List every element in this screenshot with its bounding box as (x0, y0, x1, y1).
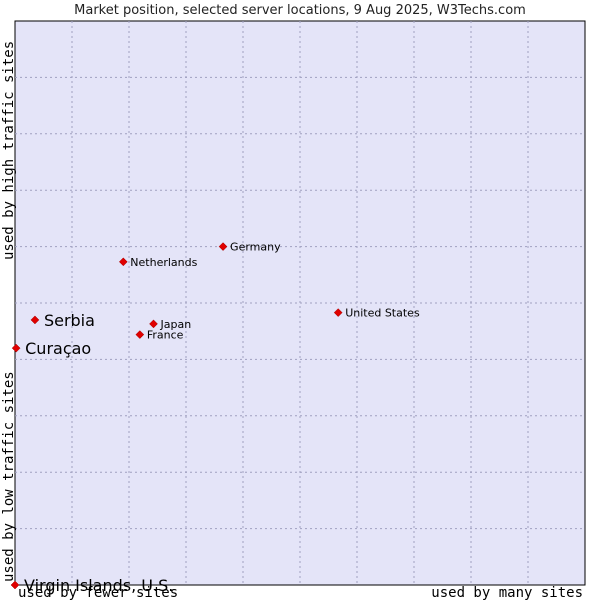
point-marker-netherlands (118, 257, 128, 267)
x-axis-label-left: used by fewer sites (18, 585, 178, 600)
point-label-serbia: Serbia (44, 311, 95, 330)
data-points: Serbia Curaçao Virgin Islands, U.S. Netherl… (10, 241, 420, 595)
point-label-cura-ao: Curaçao (25, 339, 91, 358)
chart-title: Market position, selected server locatio… (74, 3, 526, 18)
grid-lines (15, 21, 585, 585)
point-marker-united-states (333, 308, 343, 317)
point-marker-virgin-islands-u-s (10, 580, 20, 590)
point-label-united-states: United States (345, 307, 420, 320)
point-marker-serbia (30, 315, 40, 325)
y-axis-label-bottom: used by low traffic sites (1, 371, 17, 582)
point-label-virgin-islands-u-s: Virgin Islands, U.S. (24, 576, 173, 595)
point-label-france: France (147, 329, 184, 342)
point-label-germany: Germany (230, 241, 281, 254)
point-label-japan: Japan (160, 318, 192, 331)
point-marker-cura-ao (11, 343, 21, 353)
point-marker-japan (149, 319, 158, 329)
y-axis-label-top: used by high traffic sites (1, 41, 17, 260)
point-label-netherlands: Netherlands (130, 256, 197, 269)
x-axis-label-right: used by many sites (431, 585, 583, 600)
point-marker-france (135, 330, 145, 339)
point-marker-germany (218, 242, 228, 251)
